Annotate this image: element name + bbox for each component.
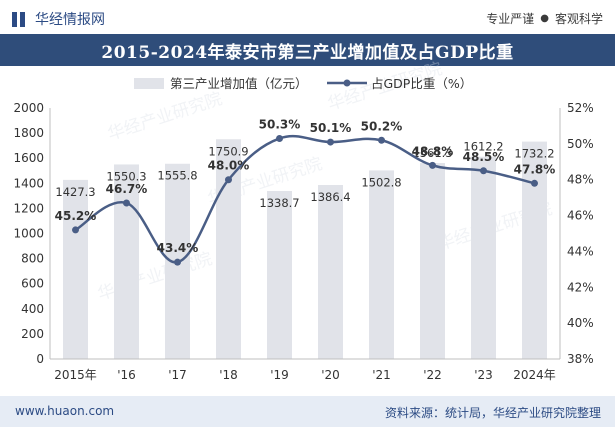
line-point-6 xyxy=(378,136,385,144)
y-left-tick-label: 1800 xyxy=(13,126,44,140)
legend-bar-swatch xyxy=(134,78,164,89)
line-value-label: 50.2% xyxy=(361,119,403,133)
y-left-tick-label: 1600 xyxy=(13,151,44,165)
line-point-8 xyxy=(480,167,487,175)
title-bar: 2015-2024年泰安市第三产业增加值及占GDP比重 xyxy=(0,34,615,66)
line-point-3 xyxy=(225,176,232,184)
top-bar: 华经情报网 专业严谨 ● 客观科学 xyxy=(0,0,615,34)
y-right-tick-label: 42% xyxy=(567,280,594,294)
bar-value-label: 1550.3 xyxy=(106,169,146,183)
line-series-path xyxy=(74,134,535,264)
bar-value-label: 1732.2 xyxy=(514,147,554,161)
slogan-1: 专业严谨 xyxy=(486,12,535,26)
y-left-tick-label: 800 xyxy=(21,252,44,266)
y-left-tick-label: 0 xyxy=(36,352,44,366)
footer-website[interactable]: www.huaon.com xyxy=(15,404,115,418)
chart-title: 2015-2024年泰安市第三产业增加值及占GDP比重 xyxy=(101,42,514,63)
y-right-tick-label: 48% xyxy=(567,173,594,187)
bar-6 xyxy=(369,170,394,359)
y-left-tick-label: 600 xyxy=(21,277,44,291)
y-left-tick-label: 2000 xyxy=(13,101,44,115)
bar-7 xyxy=(420,163,445,359)
huajing-logo-icon xyxy=(12,11,27,27)
line-value-label: 46.7% xyxy=(106,182,148,196)
bar-value-label: 1555.8 xyxy=(157,169,197,183)
line-value-label: 45.2% xyxy=(55,209,97,223)
line-point-1 xyxy=(123,199,130,207)
bullet-dot-icon: ● xyxy=(540,13,549,24)
x-tick-label: '19 xyxy=(270,368,289,382)
y-right-tick-label: 52% xyxy=(567,101,594,115)
line-value-label: 48.8% xyxy=(412,144,454,158)
x-tick-label: 2015年 xyxy=(54,368,97,382)
line-point-0 xyxy=(72,226,79,234)
bar-0 xyxy=(63,179,88,359)
x-tick-label: '17 xyxy=(168,368,187,382)
slogan-2: 客观科学 xyxy=(554,12,603,26)
x-tick-label: '16 xyxy=(117,368,136,382)
y-left-tick-label: 1000 xyxy=(13,227,44,241)
x-tick-label: '20 xyxy=(321,368,340,382)
legend-bar-label: 第三产业增加值（亿元） xyxy=(170,76,308,91)
bar-value-label: 1561.3 xyxy=(412,146,452,160)
slogans: 专业严谨 ● 客观科学 xyxy=(486,10,603,27)
bar-5 xyxy=(318,185,343,359)
y-right-tick-label: 44% xyxy=(567,244,594,258)
legend-line-label: 占GDP比重（%） xyxy=(371,76,472,91)
line-value-label: 48.0% xyxy=(208,159,250,173)
line-point-9 xyxy=(531,179,538,187)
line-value-label: 50.1% xyxy=(310,121,352,135)
line-value-label: 47.8% xyxy=(514,162,556,176)
line-value-label: 50.3% xyxy=(259,117,301,131)
line-value-label: 48.5% xyxy=(463,150,505,164)
x-tick-label: '18 xyxy=(219,368,238,382)
x-tick-label: 2024年 xyxy=(513,368,556,382)
bar-value-label: 1338.7 xyxy=(259,196,299,210)
y-right-tick-label: 46% xyxy=(567,209,594,223)
brand-name: 华经情报网 xyxy=(35,12,105,28)
bar-4 xyxy=(267,190,292,359)
line-point-2 xyxy=(174,258,181,266)
line-point-7 xyxy=(429,161,436,169)
y-left-tick-label: 400 xyxy=(21,302,44,316)
watermark-0: 华经产业研究院 xyxy=(105,89,224,145)
x-tick-label: '21 xyxy=(372,368,391,382)
line-value-label: 43.4% xyxy=(157,241,199,255)
footer: www.huaon.com 资料来源：统计局，华经产业研究院整理 xyxy=(0,396,615,427)
bar-value-label: 1427.3 xyxy=(55,185,95,199)
x-tick-label: '23 xyxy=(474,368,493,382)
y-right-tick-label: 50% xyxy=(567,137,594,151)
bar-9 xyxy=(522,141,547,359)
x-tick-label: '22 xyxy=(423,368,442,382)
line-point-4 xyxy=(276,134,283,142)
footer-source: 资料来源：统计局，华经产业研究院整理 xyxy=(384,406,601,420)
y-left-tick-label: 1400 xyxy=(13,176,44,190)
y-right-tick-label: 40% xyxy=(567,316,594,330)
bar-value-label: 1502.8 xyxy=(361,175,401,189)
bar-3 xyxy=(216,139,241,359)
line-point-5 xyxy=(327,138,334,146)
bar-value-label: 1386.4 xyxy=(310,190,350,204)
bar-value-label: 1612.2 xyxy=(463,140,503,154)
watermark-2: 华经产业研究院 xyxy=(95,249,214,305)
bar-1 xyxy=(114,164,139,359)
legend-line-marker xyxy=(343,79,351,87)
bar-8 xyxy=(471,156,496,359)
y-left-tick-label: 1200 xyxy=(13,201,44,215)
bar-value-label: 1750.9 xyxy=(208,144,248,158)
brand: 华经情报网 xyxy=(12,9,105,29)
y-right-tick-label: 38% xyxy=(567,352,594,366)
y-left-tick-label: 200 xyxy=(21,327,44,341)
